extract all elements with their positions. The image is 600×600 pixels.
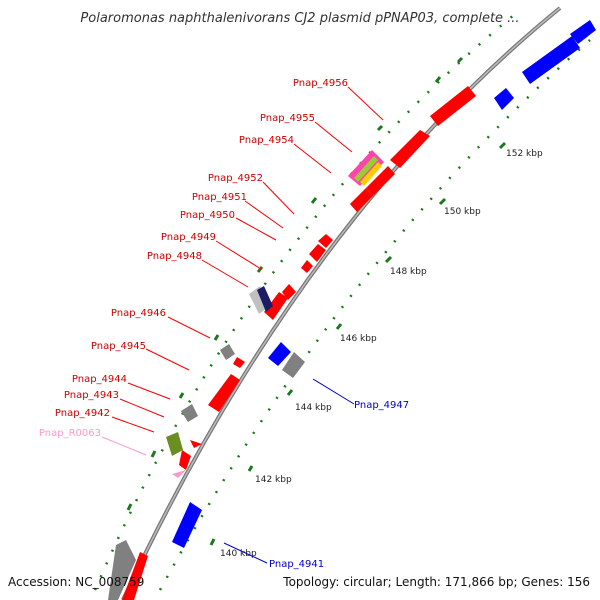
tick-label-150: 150 kbp xyxy=(444,207,481,217)
rna-pnap-r0063-feature[interactable] xyxy=(172,470,186,478)
map-title: Polaromonas naphthalenivorans CJ2 plasmi… xyxy=(80,11,519,26)
gene-pnap-4946-feature[interactable] xyxy=(233,357,245,368)
label-pnap-r0063[interactable]: Pnap_R0063 xyxy=(39,428,101,439)
label-pnap-4955[interactable]: Pnap_4955 xyxy=(260,113,315,124)
tick-label-144: 144 kbp xyxy=(295,403,332,413)
gene-blue-small-feature[interactable] xyxy=(494,88,514,110)
gene-pnap-4954-feature[interactable] xyxy=(350,188,373,212)
misc-features xyxy=(108,150,384,600)
major-tick-152 xyxy=(498,141,507,150)
tick-label-140: 140 kbp xyxy=(220,549,257,559)
label-pnap-4950[interactable]: Pnap_4950 xyxy=(180,210,235,221)
major-ticks xyxy=(209,141,507,546)
label-pnap-4943[interactable]: Pnap_4943 xyxy=(64,390,119,401)
gene-blue-large-feature[interactable] xyxy=(522,36,580,84)
gene-grey-small-feature[interactable] xyxy=(220,344,235,360)
gene-pnap-4952-feature[interactable] xyxy=(318,234,333,248)
left-leader-lines xyxy=(111,86,384,433)
right-gene-labels: Pnap_4947 Pnap_4941 xyxy=(269,400,409,570)
label-pnap-4946[interactable]: Pnap_4946 xyxy=(111,308,166,319)
tick-label-148: 148 kbp xyxy=(390,267,427,277)
gene-pnap-4950-feature[interactable] xyxy=(301,260,313,273)
gene-pnap-4948-feature[interactable] xyxy=(264,292,288,320)
gene-pnap-4945-feature[interactable] xyxy=(208,374,240,412)
rna-leader-line xyxy=(101,436,147,456)
label-pnap-4947[interactable]: Pnap_4947 xyxy=(354,400,409,411)
accession-text: Accession: NC_008759 xyxy=(8,575,144,589)
gene-pnap-4949-small-feature[interactable] xyxy=(282,284,296,300)
label-pnap-4956[interactable]: Pnap_4956 xyxy=(293,78,348,89)
gene-pnap-4944-feature[interactable] xyxy=(181,404,198,422)
tick-label-146: 146 kbp xyxy=(340,334,377,344)
label-pnap-4944[interactable]: Pnap_4944 xyxy=(72,374,127,385)
major-tick-146 xyxy=(335,323,343,330)
tick-label-142: 142 kbp xyxy=(255,475,292,485)
summary-text: Topology: circular; Length: 171,866 bp; … xyxy=(282,575,590,589)
label-pnap-4954[interactable]: Pnap_4954 xyxy=(239,135,294,146)
gene-olive-feature[interactable] xyxy=(166,432,183,456)
inner-tick-ring xyxy=(158,39,591,591)
gene-pnap-4951-feature[interactable] xyxy=(309,244,326,262)
label-pnap-4951[interactable]: Pnap_4951 xyxy=(192,192,247,203)
label-pnap-4952[interactable]: Pnap_4952 xyxy=(208,173,263,184)
tick-label-152: 152 kbp xyxy=(506,149,543,159)
outer-major-ticks xyxy=(126,56,464,511)
major-tick-140 xyxy=(209,538,216,546)
right-leader-lines xyxy=(223,378,355,564)
gene-pnap-4954b-feature[interactable] xyxy=(366,166,395,196)
gene-block-grey-bottom[interactable] xyxy=(108,540,136,600)
gene-pnap-4942-feature[interactable] xyxy=(179,450,191,470)
gene-grey-inner-feature[interactable] xyxy=(282,352,305,378)
label-pnap-4941[interactable]: Pnap_4941 xyxy=(269,559,324,570)
gene-blue-edge-feature[interactable] xyxy=(570,20,596,44)
gene-pnap-4941-feature[interactable] xyxy=(172,502,202,548)
gene-block-red-bottom[interactable] xyxy=(122,552,148,600)
reverse-features xyxy=(172,20,596,548)
gene-striped-stripe-a xyxy=(354,156,378,182)
backbone-highlight xyxy=(122,7,561,600)
gene-pnap-4956-feature[interactable] xyxy=(430,86,476,126)
label-pnap-4942[interactable]: Pnap_4942 xyxy=(55,408,110,419)
gene-pnap-4947-feature[interactable] xyxy=(268,342,291,366)
major-tick-142 xyxy=(247,465,254,472)
major-tick-144 xyxy=(286,389,294,396)
gene-striped-stripe-b xyxy=(360,162,382,186)
gene-pnap-4943-feature[interactable] xyxy=(190,440,202,448)
label-pnap-4949[interactable]: Pnap_4949 xyxy=(161,232,216,243)
gene-pnap-4955-feature[interactable] xyxy=(390,130,430,168)
forward-features xyxy=(122,86,476,600)
major-tick-148 xyxy=(384,255,393,264)
gene-navy-feature[interactable] xyxy=(257,286,273,312)
label-pnap-4945[interactable]: Pnap_4945 xyxy=(91,341,146,352)
tick-labels: 140 kbp 142 kbp 144 kbp 146 kbp 148 kbp … xyxy=(220,149,543,559)
major-tick-150 xyxy=(438,197,447,206)
label-pnap-4948[interactable]: Pnap_4948 xyxy=(147,251,202,262)
left-gene-labels: Pnap_4956 Pnap_4955 Pnap_4954 Pnap_4952 … xyxy=(39,78,348,439)
